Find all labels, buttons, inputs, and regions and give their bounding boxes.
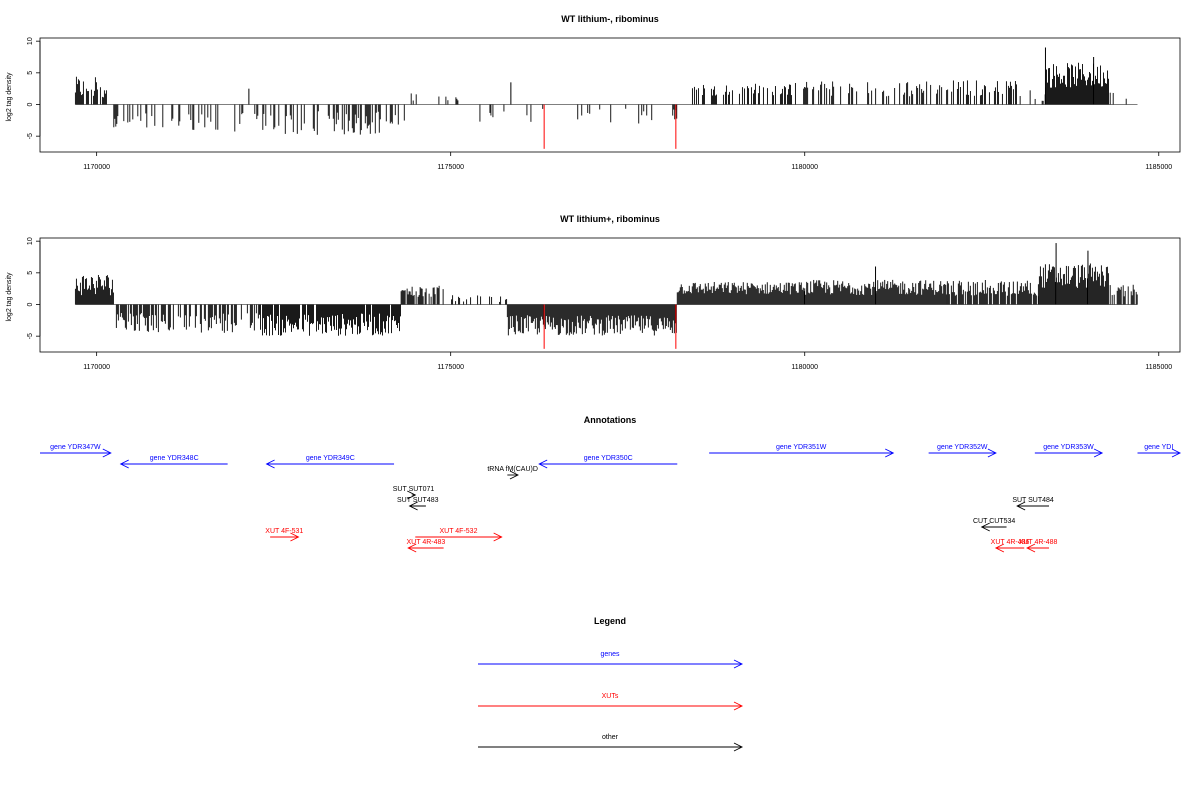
annotation-feature: gene YDR351W bbox=[709, 444, 895, 458]
legend-label: other bbox=[602, 734, 619, 741]
legend-item: XUTs bbox=[478, 693, 744, 711]
annotations-title: Annotations bbox=[584, 415, 637, 425]
feature-arrow-head bbox=[290, 532, 300, 542]
chart-title: WT lithium+, ribominus bbox=[560, 214, 660, 224]
annotation-feature: SUT SUT071 bbox=[393, 486, 435, 500]
feature-arrow-head bbox=[1016, 501, 1026, 511]
x-tick-label: 1170000 bbox=[83, 164, 110, 171]
track-panel-lithium-minus: WT lithium-, ribominus -5 0 5 10 log2 tag den… bbox=[6, 14, 1181, 171]
annotation-feature: SUT SUT483 bbox=[397, 497, 439, 511]
legend-arrow-head bbox=[733, 701, 744, 711]
feature-arrow-head bbox=[102, 448, 112, 458]
annotation-feature: tRNA fM(CAU)D bbox=[487, 466, 538, 480]
annotation-feature: XUT 4R-488 bbox=[1019, 539, 1058, 553]
feature-arrow-head bbox=[265, 459, 275, 469]
feature-label: SUT SUT483 bbox=[397, 497, 439, 504]
feature-label: XUT 4F-531 bbox=[265, 528, 303, 535]
feature-label: gene YDR353W bbox=[1043, 444, 1094, 451]
feature-label: SUT SUT071 bbox=[393, 486, 435, 493]
y-tick-label: 5 bbox=[27, 271, 34, 275]
feature-label: SUT SUT484 bbox=[1012, 497, 1054, 504]
feature-label: XUT 4R-486 bbox=[991, 539, 1030, 546]
annotation-feature: gene YDR347W bbox=[40, 444, 112, 458]
annotation-feature: gene YDR352W bbox=[928, 444, 997, 458]
legend-label: genes bbox=[600, 651, 620, 658]
feature-label: tRNA fM(CAU)D bbox=[487, 466, 538, 473]
y-tick-label: 10 bbox=[27, 37, 34, 45]
series-1 bbox=[543, 304, 677, 349]
feature-arrow-head bbox=[1093, 448, 1104, 458]
y-tick-label: 10 bbox=[27, 237, 34, 245]
feature-arrow-head bbox=[987, 448, 997, 458]
legend-label: XUTs bbox=[602, 693, 619, 700]
feature-arrow-head bbox=[538, 459, 548, 469]
x-tick-label: 1185000 bbox=[1145, 164, 1172, 171]
feature-label: gene YDR352W bbox=[937, 444, 988, 451]
feature-arrow-head bbox=[408, 501, 418, 511]
feature-arrow-head bbox=[119, 459, 129, 469]
feature-label: gene YDR350C bbox=[584, 455, 633, 462]
y-axis-label: log2 tag density bbox=[6, 272, 13, 322]
y-axis-label: log2 tag density bbox=[6, 72, 13, 122]
feature-arrow-head bbox=[407, 543, 417, 553]
annotation-feature: gene YDR350C bbox=[538, 455, 678, 469]
annotation-feature: gene YDR353W bbox=[1034, 444, 1104, 458]
y-tick-label: 0 bbox=[27, 302, 34, 306]
y-tick-label: 0 bbox=[27, 102, 34, 106]
annotation-feature: XUT 4F-532 bbox=[415, 528, 503, 542]
feature-label: gene YDR348C bbox=[150, 455, 199, 462]
annotation-feature: gene YDI bbox=[1137, 444, 1182, 458]
legend-title: Legend bbox=[594, 616, 626, 626]
feature-label: XUT 4R-483 bbox=[407, 539, 446, 546]
legend-arrow-head bbox=[733, 742, 744, 752]
feature-arrow-head bbox=[1171, 448, 1182, 458]
feature-label: gene YDR351W bbox=[776, 444, 827, 451]
annotation-feature: CUT CUT534 bbox=[973, 518, 1015, 532]
chart-title: WT lithium-, ribominus bbox=[561, 14, 659, 24]
x-tick-label: 1175000 bbox=[437, 364, 464, 371]
x-tick-label: 1180000 bbox=[791, 164, 818, 171]
annotation-panel: Annotations gene YDR347W gene YDR348C gene… bbox=[40, 415, 1182, 553]
y-tick-label: 5 bbox=[27, 71, 34, 75]
annotation-feature: gene YDR349C bbox=[265, 455, 395, 469]
feature-label: XUT 4R-488 bbox=[1019, 539, 1058, 546]
feature-label: XUT 4F-532 bbox=[439, 528, 477, 535]
feature-label: CUT CUT534 bbox=[973, 518, 1015, 525]
feature-arrow-head bbox=[407, 490, 417, 500]
track-panel-lithium-plus: WT lithium+, ribominus -5 0 5 10 log2 tag den… bbox=[6, 214, 1181, 371]
annotation-feature: SUT SUT484 bbox=[1012, 497, 1054, 511]
feature-arrow-head bbox=[980, 522, 990, 532]
legend-arrow-head bbox=[733, 659, 744, 669]
feature-label: gene YDI bbox=[1144, 444, 1173, 451]
feature-arrow-head bbox=[493, 532, 503, 542]
annotation-feature: gene YDR348C bbox=[119, 455, 228, 469]
annotation-feature: XUT 4F-531 bbox=[265, 528, 303, 542]
feature-arrow-head bbox=[1026, 543, 1036, 553]
x-tick-label: 1180000 bbox=[791, 364, 818, 371]
series-0 bbox=[74, 243, 1138, 336]
series-0 bbox=[74, 47, 1127, 135]
feature-arrow-head bbox=[994, 543, 1005, 553]
legend-panel: Legend genes XUTs other bbox=[478, 616, 744, 752]
feature-label: gene YDR349C bbox=[306, 455, 355, 462]
series-1 bbox=[543, 104, 677, 149]
y-tick-label: -5 bbox=[27, 333, 34, 339]
feature-arrow-head bbox=[885, 448, 895, 458]
legend-item: genes bbox=[478, 651, 744, 669]
x-tick-label: 1170000 bbox=[83, 364, 110, 371]
x-tick-label: 1175000 bbox=[437, 164, 464, 171]
feature-arrow-head bbox=[509, 470, 519, 480]
legend-item: other bbox=[478, 734, 744, 752]
y-tick-label: -5 bbox=[27, 133, 34, 139]
annotation-feature: XUT 4R-483 bbox=[407, 539, 446, 553]
x-tick-label: 1185000 bbox=[1145, 364, 1172, 371]
annotation-feature: XUT 4R-486 bbox=[991, 539, 1030, 553]
feature-label: gene YDR347W bbox=[50, 444, 101, 451]
